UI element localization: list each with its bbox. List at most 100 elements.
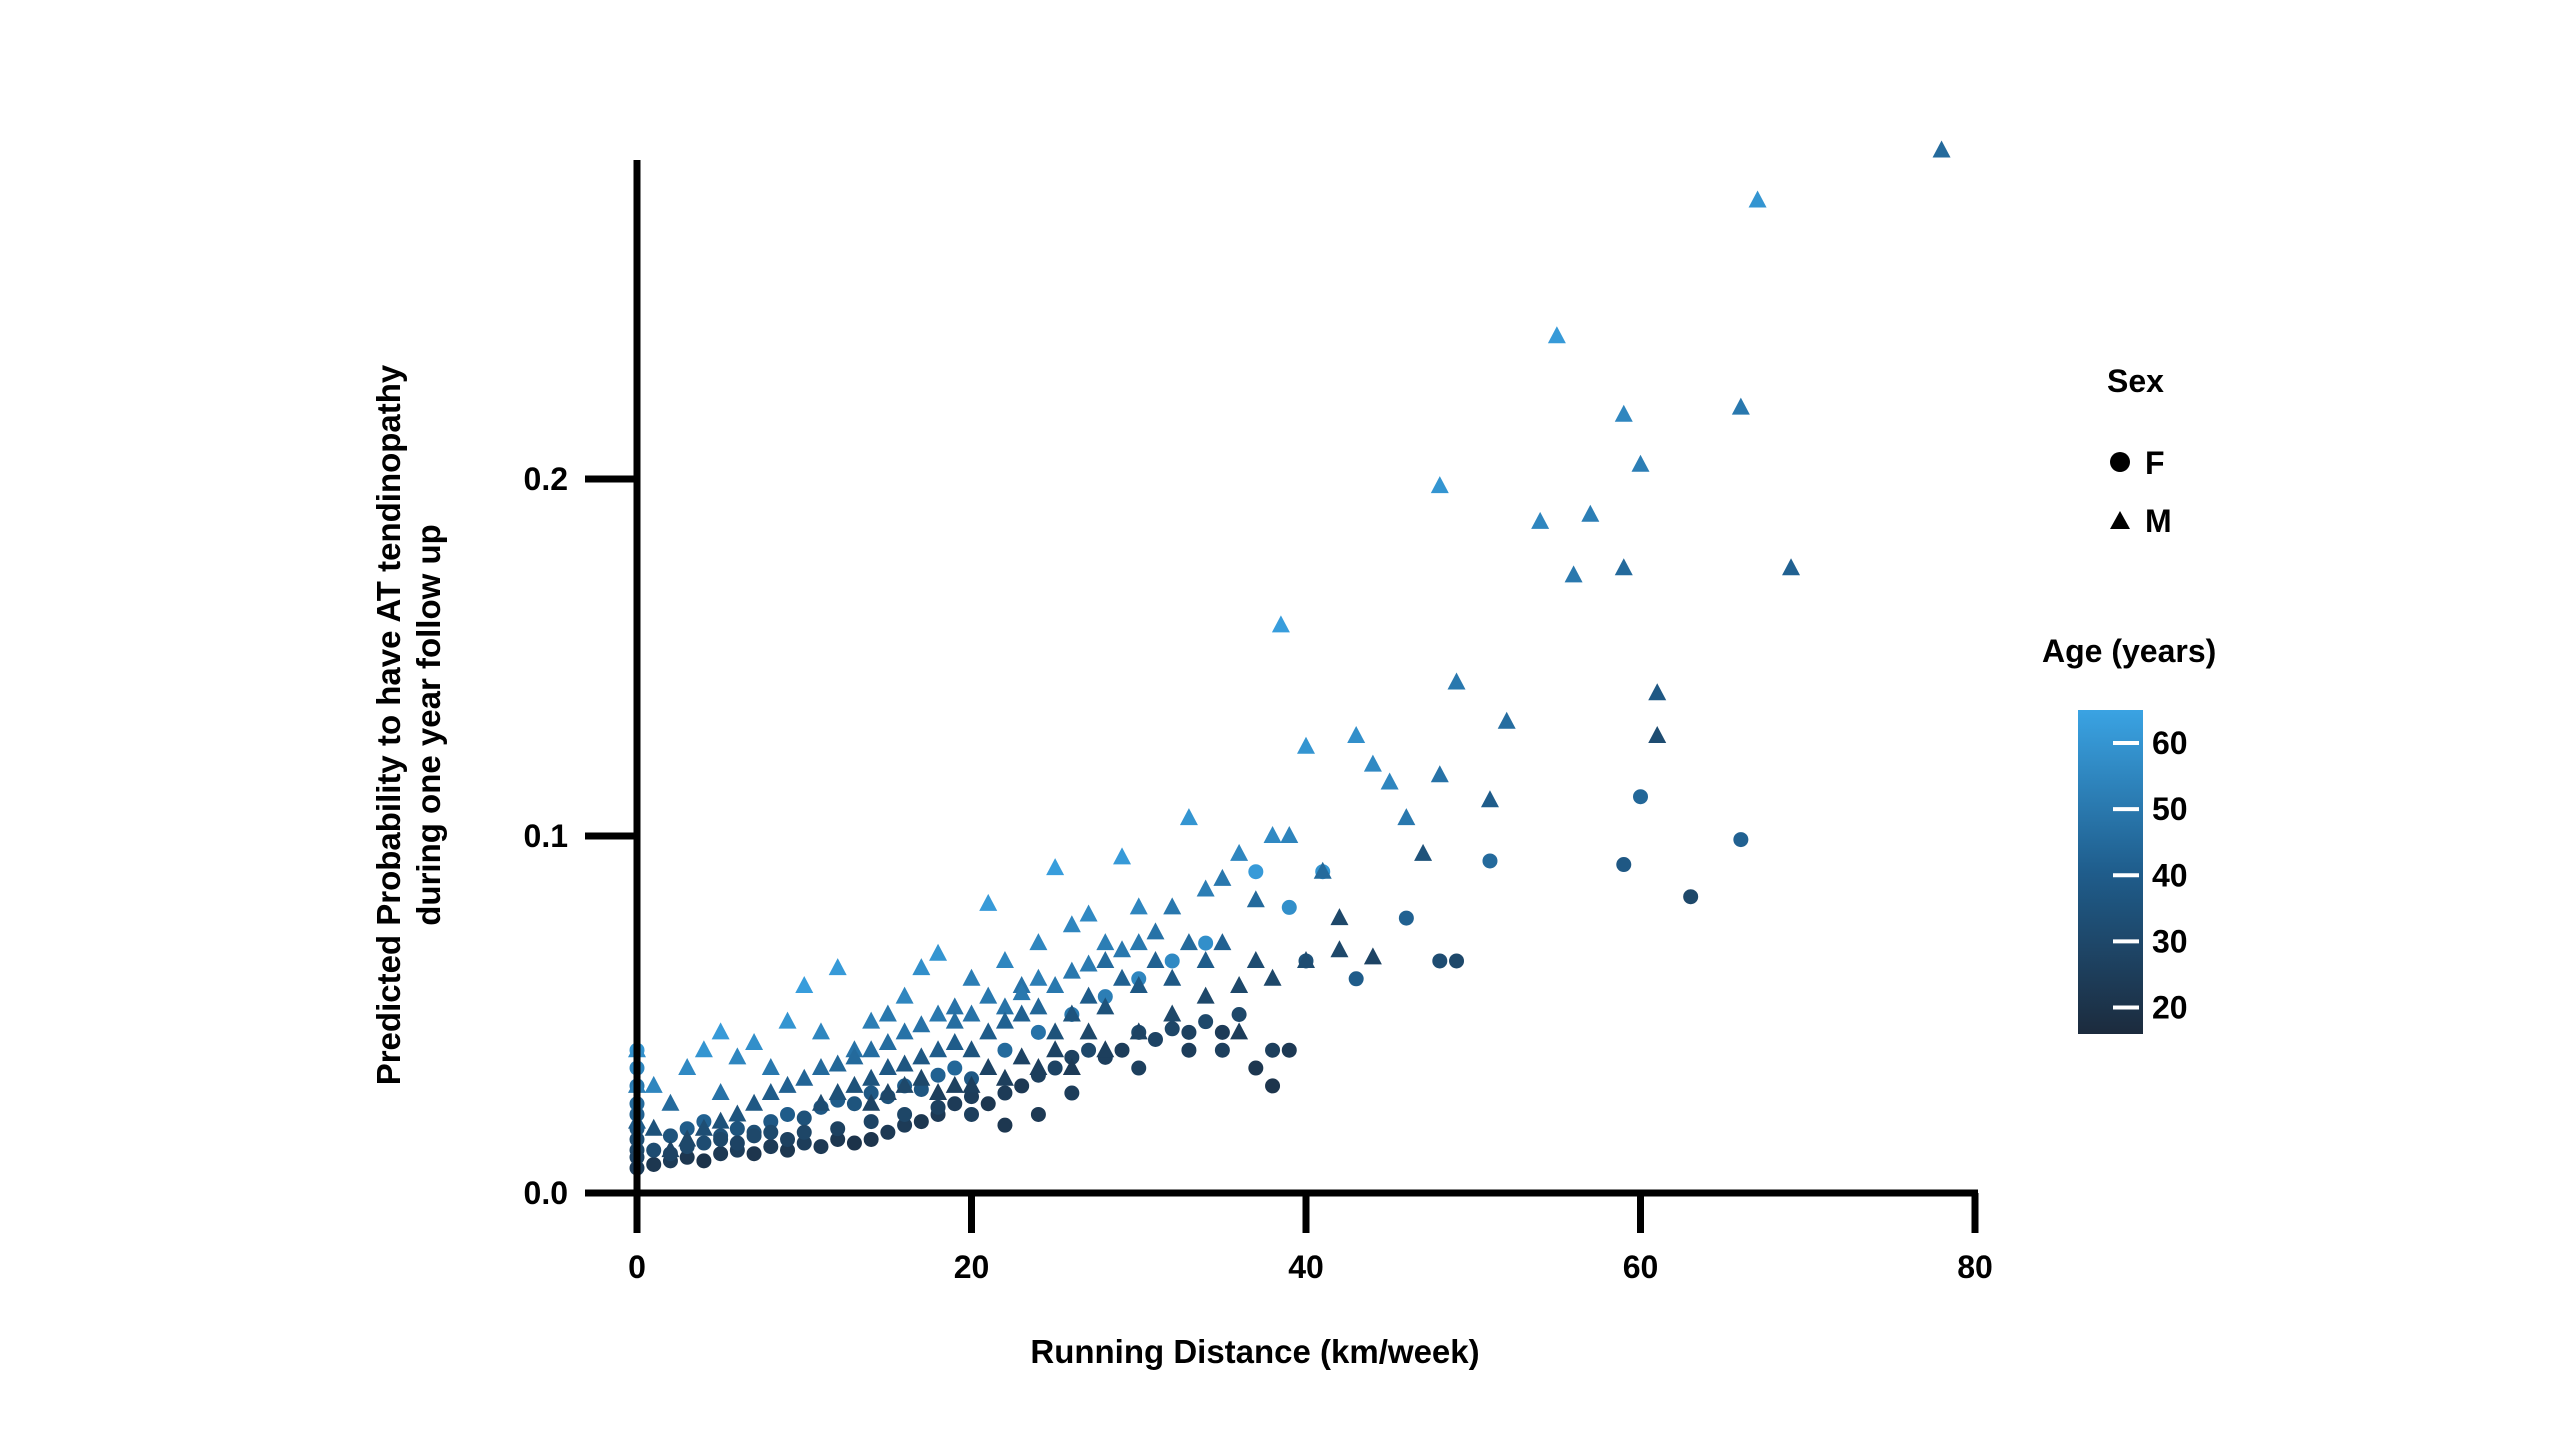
female-point <box>846 1135 862 1151</box>
colorbar-tick-label: 60 <box>2152 725 2188 761</box>
male-point <box>895 1022 914 1040</box>
x-tick-label: 20 <box>954 1249 990 1285</box>
male-point <box>1163 897 1182 915</box>
male-point <box>1213 933 1232 951</box>
female-point <box>1248 1060 1264 1076</box>
male-point <box>1029 968 1048 986</box>
male-point <box>1113 940 1132 958</box>
female-point <box>662 1128 678 1144</box>
male-point <box>1430 765 1449 783</box>
male-point <box>661 1093 680 1111</box>
female-point <box>1097 989 1113 1005</box>
male-point <box>862 1068 881 1086</box>
male-point <box>1029 933 1048 951</box>
female-point <box>830 1121 846 1137</box>
female-point <box>1198 935 1214 951</box>
male-point <box>1330 940 1349 958</box>
male-point <box>1280 826 1299 843</box>
female-point <box>1181 1024 1197 1040</box>
male-point <box>1079 1022 1098 1040</box>
x-tick-label: 80 <box>1957 1249 1993 1285</box>
male-point <box>1179 933 1198 951</box>
female-point <box>780 1131 796 1147</box>
male-point <box>1230 843 1249 861</box>
male-point <box>1581 504 1600 522</box>
male-point <box>1230 1022 1249 1040</box>
y-axis-ticks: 0.0 0.1 0.2 <box>524 461 637 1211</box>
male-point <box>878 1004 897 1022</box>
female-point <box>713 1131 729 1147</box>
female-point <box>897 1117 913 1133</box>
female-point <box>964 1106 979 1122</box>
male-point <box>811 1058 830 1076</box>
female-point <box>713 1146 729 1162</box>
female-point <box>696 1135 712 1151</box>
female-point <box>897 1106 913 1122</box>
male-point <box>1397 808 1416 826</box>
male-point <box>845 1075 864 1093</box>
male-point <box>1782 558 1801 576</box>
female-point <box>729 1121 745 1137</box>
female-point <box>1265 1078 1281 1094</box>
colorbar-tick-label: 30 <box>2152 923 2188 959</box>
male-point <box>929 1040 948 1058</box>
male-point <box>1146 922 1165 940</box>
male-point <box>1062 961 1081 979</box>
female-point <box>997 1117 1013 1133</box>
male-point <box>979 1022 998 1040</box>
male-point <box>1564 565 1583 583</box>
female-point <box>729 1135 745 1151</box>
male-point <box>1096 950 1115 968</box>
female-point <box>1164 1021 1180 1037</box>
male-point <box>1012 1047 1031 1065</box>
female-point <box>1265 1042 1281 1058</box>
y-tick-label: 0.2 <box>524 461 568 497</box>
female-point <box>947 1096 963 1112</box>
female-point <box>1214 1042 1230 1058</box>
female-point <box>1064 1085 1080 1101</box>
data-points <box>628 140 1951 1176</box>
male-point <box>828 958 847 976</box>
male-point <box>1129 1022 1148 1040</box>
male-point <box>995 950 1014 968</box>
female-point <box>997 1042 1013 1058</box>
male-point <box>979 1058 998 1076</box>
male-point <box>1196 986 1215 1004</box>
male-point <box>1614 558 1633 576</box>
male-point <box>995 997 1014 1015</box>
female-point <box>1482 853 1498 869</box>
male-point <box>1447 672 1466 690</box>
y-axis-label-line2: during one year follow up <box>410 524 447 926</box>
male-point <box>962 1004 981 1022</box>
male-point <box>1046 1022 1065 1040</box>
female-point <box>830 1131 846 1147</box>
male-point <box>1129 933 1148 951</box>
male-point <box>1196 950 1215 968</box>
female-point <box>1616 857 1632 873</box>
legend-triangle-marker <box>2110 511 2130 529</box>
male-point <box>945 1011 964 1029</box>
male-point <box>1196 879 1215 897</box>
male-point <box>962 1075 981 1093</box>
female-point <box>746 1128 762 1144</box>
shape-legend: Sex F M <box>2107 363 2172 539</box>
male-point <box>678 1058 697 1076</box>
male-point <box>862 1011 881 1029</box>
female-point <box>796 1124 812 1140</box>
male-point <box>862 1040 881 1058</box>
y-tick-label: 0.1 <box>524 818 568 854</box>
male-point <box>979 986 998 1004</box>
female-point <box>1231 1007 1247 1022</box>
male-point <box>1480 790 1499 808</box>
male-point <box>945 997 964 1015</box>
female-point <box>1014 1078 1030 1094</box>
male-point <box>1614 404 1633 422</box>
male-point <box>1046 975 1065 993</box>
male-point <box>811 1093 830 1111</box>
male-point <box>995 1011 1014 1029</box>
male-point <box>1163 968 1182 986</box>
male-point <box>912 958 931 976</box>
male-point <box>1146 950 1165 968</box>
female-point <box>1214 1024 1230 1040</box>
male-point <box>1012 1004 1031 1022</box>
